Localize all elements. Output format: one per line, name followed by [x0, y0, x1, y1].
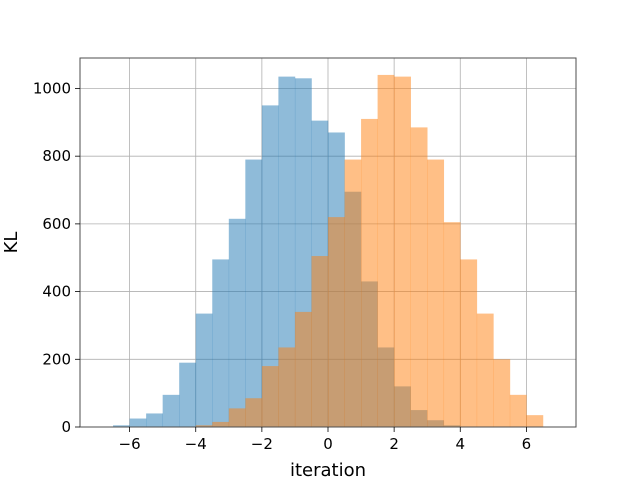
histogram-bar-series-2: [509, 394, 527, 427]
y-tick-label: 200: [42, 350, 71, 368]
histogram-bar-series-2: [311, 256, 329, 427]
x-tick-label: −6: [119, 435, 141, 453]
histogram-bar-series-1: [113, 425, 130, 427]
y-tick-label: 400: [42, 283, 71, 301]
histogram-bar-series-1: [278, 76, 296, 427]
histogram-bar-series-1: [245, 159, 263, 427]
y-axis-title: KL: [1, 232, 22, 254]
x-tick-label: 6: [522, 435, 532, 453]
histogram-bar-series-1: [261, 105, 279, 427]
histogram-bar-series-2: [394, 76, 411, 427]
x-tick-label: −4: [185, 435, 207, 453]
x-tick-label: −2: [251, 435, 273, 453]
histogram-bar-series-2: [443, 222, 461, 427]
y-tick-label: 0: [61, 418, 71, 436]
histogram-bar-series-2: [344, 159, 362, 427]
histogram-bar-series-1: [146, 413, 163, 427]
histogram-bar-series-2: [195, 425, 213, 427]
histogram-bar-series-2: [228, 408, 246, 427]
histogram-bar-series-1: [195, 313, 213, 427]
x-axis-title: iteration: [290, 460, 366, 480]
ticks: −6 −4 −2 0 2 4 6 0 200 400 600 800 1000: [33, 79, 531, 453]
histogram-bar-series-2: [328, 217, 345, 427]
histogram-bar-series-2: [476, 313, 494, 427]
histogram-bar-series-2: [493, 359, 511, 427]
histogram-bar-series-2: [460, 259, 478, 427]
histogram-bar-series-1: [212, 259, 230, 427]
histogram-bar-series-2: [377, 74, 395, 427]
x-tick-label: 4: [455, 435, 465, 453]
histogram-bar-series-2: [261, 366, 279, 427]
bars: [113, 74, 544, 428]
histogram-bar-series-2: [427, 159, 445, 427]
x-tick-label: 0: [323, 435, 333, 453]
histogram-bar-series-2: [278, 347, 296, 427]
y-tick-label: 800: [42, 147, 71, 165]
histogram-bar-series-1: [228, 218, 246, 427]
x-tick-label: 2: [389, 435, 399, 453]
histogram-bar-series-2: [212, 421, 230, 427]
y-tick-label: 600: [42, 215, 71, 233]
histogram-bar-series-2: [410, 127, 428, 428]
histogram-bar-series-2: [245, 398, 263, 427]
y-tick-label: 1000: [33, 79, 71, 97]
histogram-bar-series-2: [361, 118, 378, 427]
histogram-bar-series-2: [526, 415, 544, 427]
histogram-bar-series-1: [179, 362, 197, 427]
histogram-bar-series-1: [129, 418, 147, 427]
histogram-bar-series-2: [294, 311, 312, 427]
histogram-bar-series-1: [162, 394, 180, 427]
